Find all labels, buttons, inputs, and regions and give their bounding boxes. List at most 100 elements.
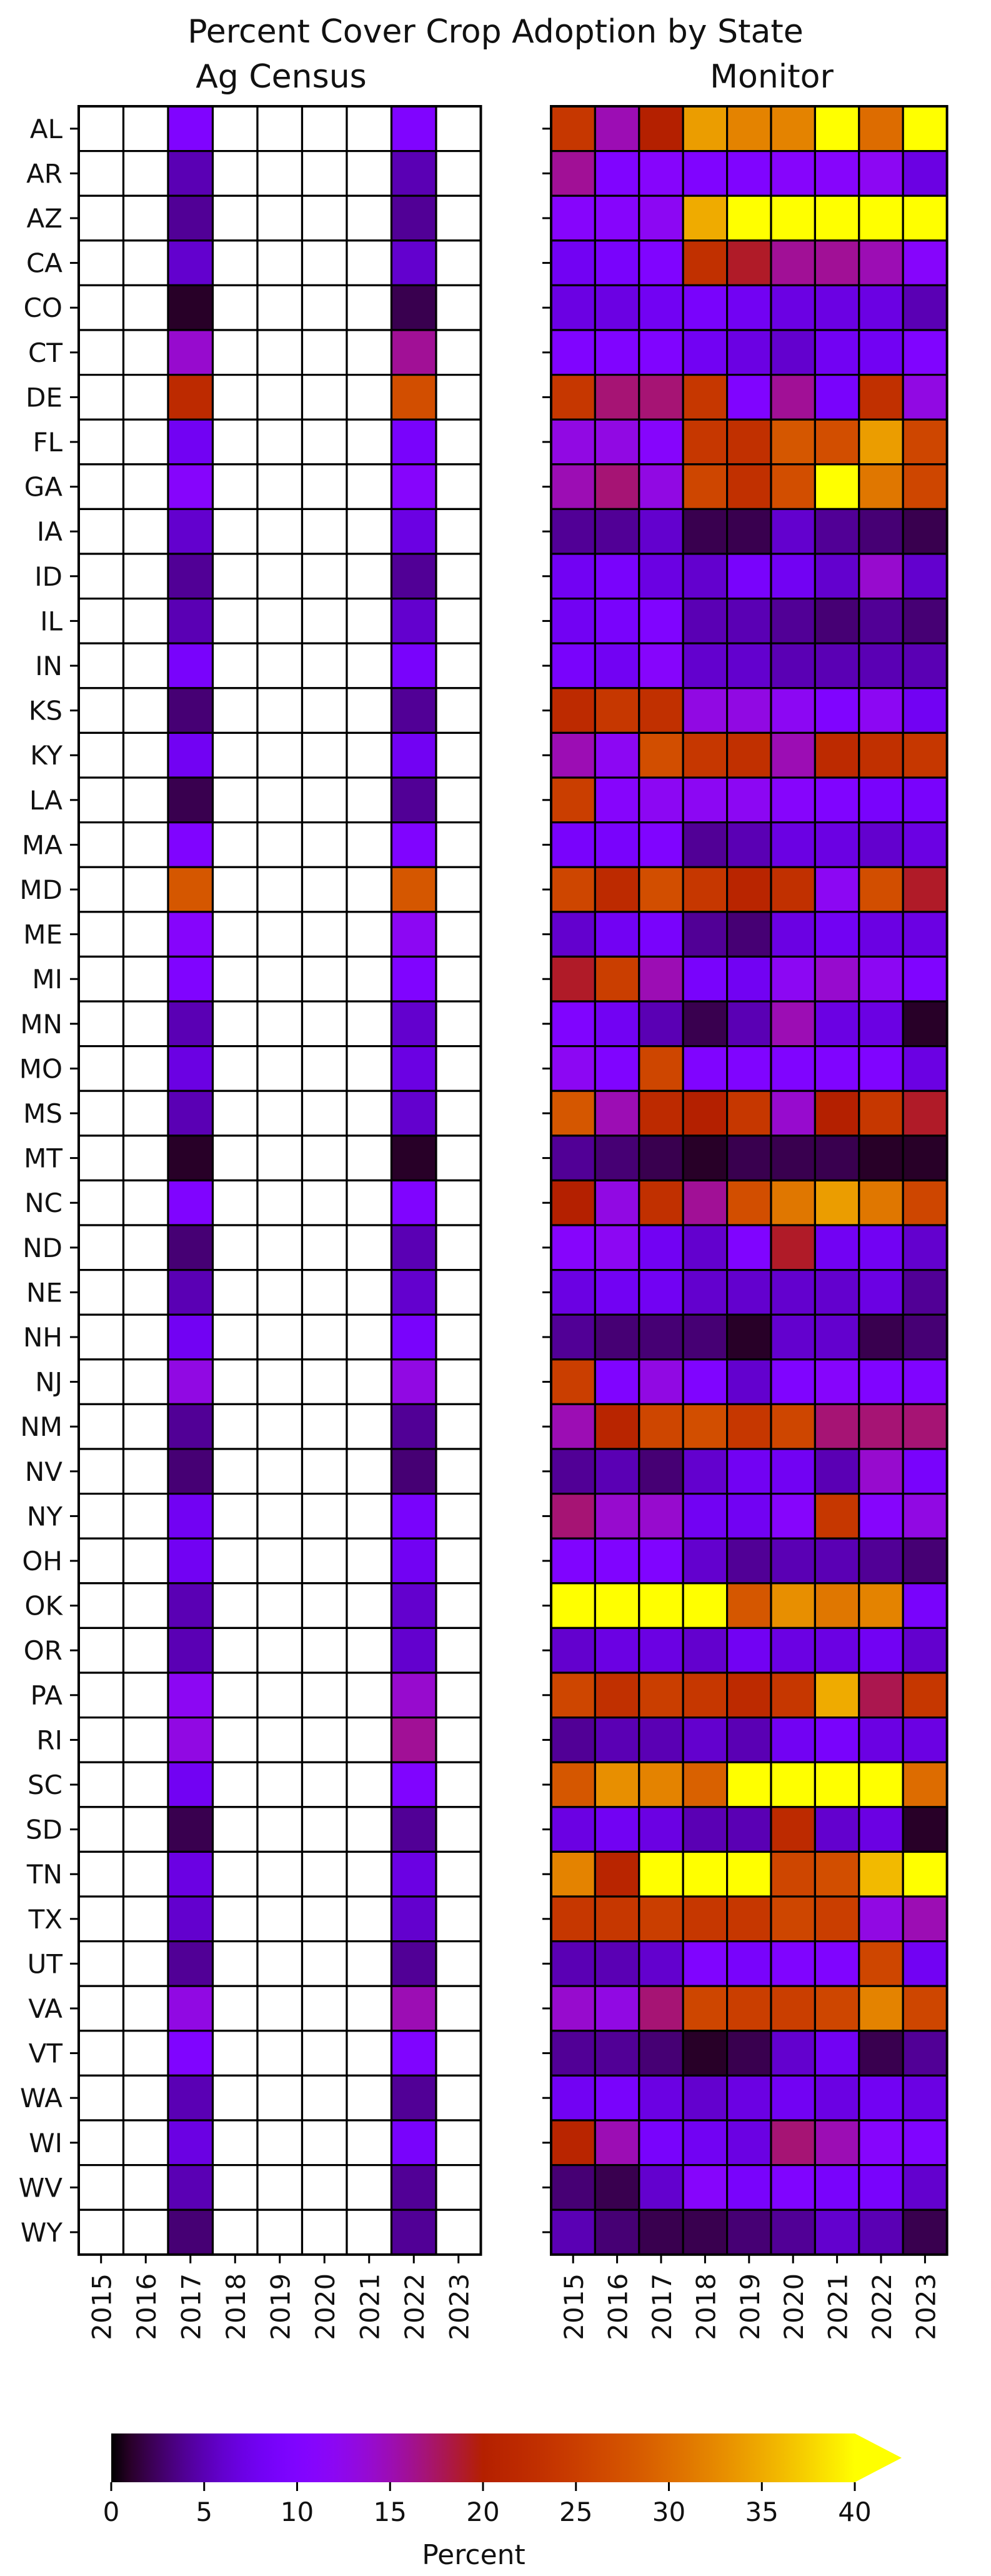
cell-monitor-al-2022 (858, 105, 904, 153)
cell-ag-census-md-2020 (301, 866, 348, 913)
cell-ag-census-ms-2016 (122, 1090, 169, 1137)
cell-monitor-wv-2021 (814, 2164, 860, 2211)
cell-ag-census-md-2017 (167, 866, 214, 913)
cell-ag-census-ne-2016 (122, 1268, 169, 1316)
cell-monitor-wa-2020 (770, 2074, 817, 2122)
heatmap-cells (77, 105, 949, 2256)
cell-ag-census-tn-2023 (435, 1850, 482, 1898)
cell-monitor-pa-2017 (638, 1671, 684, 1719)
cell-ag-census-sd-2021 (346, 1806, 393, 1853)
cell-ag-census-vt-2023 (435, 2030, 482, 2077)
cell-monitor-ms-2016 (594, 1090, 640, 1137)
cell-monitor-vt-2015 (550, 2030, 597, 2077)
cell-monitor-nv-2016 (594, 1448, 640, 1495)
cell-monitor-nv-2019 (725, 1448, 772, 1495)
ytick-label-de: DE (26, 382, 62, 413)
ytick-label-wv: WV (19, 2172, 63, 2203)
cell-ag-census-md-2021 (346, 866, 393, 913)
cell-monitor-mo-2018 (682, 1045, 729, 1092)
xtick-label-monitor-2017: 2017 (647, 2273, 677, 2340)
cell-ag-census-wa-2022 (390, 2074, 437, 2122)
cell-monitor-in-2020 (770, 642, 817, 689)
cell-ag-census-ga-2020 (301, 463, 348, 510)
cell-ag-census-nm-2021 (346, 1403, 393, 1450)
cell-ag-census-ga-2017 (167, 463, 214, 510)
cell-monitor-vt-2023 (902, 2030, 949, 2077)
cell-monitor-nj-2017 (638, 1358, 684, 1406)
cell-ag-census-al-2018 (211, 105, 259, 153)
cell-monitor-mt-2023 (902, 1135, 949, 1182)
cell-monitor-ok-2021 (814, 1582, 860, 1630)
cell-monitor-fl-2023 (902, 418, 949, 466)
cell-monitor-mi-2021 (814, 955, 860, 1003)
cell-monitor-nv-2023 (902, 1448, 949, 1495)
ytick-label-ga: GA (24, 472, 63, 503)
cell-monitor-ga-2018 (682, 463, 729, 510)
ytick-label-ar: AR (26, 158, 62, 189)
cell-monitor-il-2021 (814, 597, 860, 644)
cell-ag-census-az-2022 (390, 194, 437, 242)
cell-monitor-mo-2019 (725, 1045, 772, 1092)
cell-monitor-pa-2016 (594, 1671, 640, 1719)
cell-monitor-ut-2022 (858, 1940, 904, 1987)
cell-ag-census-wi-2015 (77, 2119, 125, 2167)
cell-ag-census-ma-2015 (77, 821, 125, 868)
cell-monitor-nd-2015 (550, 1224, 597, 1271)
cell-monitor-or-2019 (725, 1626, 772, 1674)
xtick-label-monitor-2018: 2018 (690, 2273, 721, 2340)
cell-ag-census-mt-2020 (301, 1135, 348, 1182)
cell-monitor-tx-2023 (902, 1895, 949, 1943)
cell-ag-census-ma-2019 (256, 821, 304, 868)
cell-ag-census-wi-2020 (301, 2119, 348, 2167)
cell-monitor-mn-2022 (858, 1000, 904, 1048)
cell-ag-census-wv-2019 (256, 2164, 304, 2211)
cell-ag-census-nd-2016 (122, 1224, 169, 1271)
cell-monitor-nj-2019 (725, 1358, 772, 1406)
cell-monitor-nm-2015 (550, 1403, 597, 1450)
cell-monitor-wi-2020 (770, 2119, 817, 2167)
cell-monitor-ct-2018 (682, 329, 729, 376)
cell-monitor-tx-2017 (638, 1895, 684, 1943)
cell-monitor-mo-2020 (770, 1045, 817, 1092)
colorbar: 0 5 10 15 20 25 30 35 40 (103, 2433, 902, 2527)
cell-ag-census-va-2019 (256, 1985, 304, 2032)
cell-monitor-vt-2020 (770, 2030, 817, 2077)
cell-ag-census-me-2015 (77, 911, 125, 958)
cell-monitor-oh-2023 (902, 1537, 949, 1585)
cell-monitor-ma-2015 (550, 821, 597, 868)
cell-ag-census-ri-2016 (122, 1716, 169, 1763)
cell-ag-census-al-2017 (167, 105, 214, 153)
cell-ag-census-pa-2017 (167, 1671, 214, 1719)
cell-ag-census-wv-2022 (390, 2164, 437, 2211)
cell-monitor-nc-2015 (550, 1179, 597, 1226)
cell-ag-census-ny-2016 (122, 1493, 169, 1540)
cell-ag-census-tn-2022 (390, 1850, 437, 1898)
cell-monitor-wy-2018 (682, 2208, 729, 2256)
cell-ag-census-nc-2017 (167, 1179, 214, 1226)
cell-ag-census-mo-2020 (301, 1045, 348, 1092)
cell-monitor-sc-2022 (858, 1761, 904, 1808)
cell-monitor-nj-2021 (814, 1358, 860, 1406)
cell-ag-census-in-2020 (301, 642, 348, 689)
cell-monitor-mn-2016 (594, 1000, 640, 1048)
cell-monitor-fl-2017 (638, 418, 684, 466)
cell-monitor-wi-2019 (725, 2119, 772, 2167)
cell-ag-census-va-2022 (390, 1985, 437, 2032)
cell-monitor-ma-2019 (725, 821, 772, 868)
cell-monitor-nh-2017 (638, 1313, 684, 1361)
cell-monitor-nm-2020 (770, 1403, 817, 1450)
colorbar-tick-label-40: 40 (838, 2497, 871, 2527)
cell-monitor-ri-2018 (682, 1716, 729, 1763)
cell-ag-census-la-2016 (122, 776, 169, 824)
cell-monitor-mn-2023 (902, 1000, 949, 1048)
cell-monitor-ky-2018 (682, 731, 729, 779)
cell-monitor-id-2015 (550, 553, 597, 600)
cell-monitor-sc-2021 (814, 1761, 860, 1808)
cell-ag-census-ri-2015 (77, 1716, 125, 1763)
cell-ag-census-in-2015 (77, 642, 125, 689)
cell-ag-census-ma-2017 (167, 821, 214, 868)
cell-ag-census-wi-2021 (346, 2119, 393, 2167)
cell-monitor-tx-2020 (770, 1895, 817, 1943)
cell-ag-census-nj-2017 (167, 1358, 214, 1406)
cell-monitor-il-2023 (902, 597, 949, 644)
